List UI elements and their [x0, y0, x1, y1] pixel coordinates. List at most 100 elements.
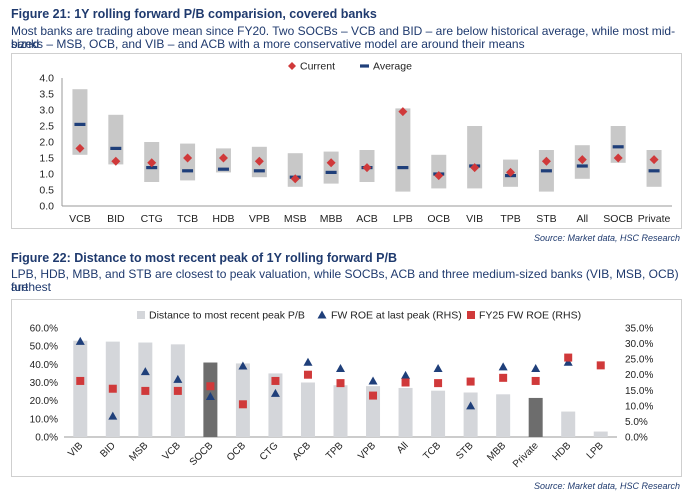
distance-bar	[463, 392, 478, 437]
roe-peak-marker	[531, 363, 541, 372]
legend-average-swatch	[360, 64, 369, 68]
y-left-tick-label: 40.0%	[30, 360, 58, 371]
roe-fy25-marker	[564, 353, 573, 362]
roe-fy25-marker	[499, 373, 508, 382]
y-tick-label: 0.0	[39, 201, 54, 213]
x-tick-label: All	[395, 440, 411, 456]
current-marker	[218, 153, 228, 163]
y-tick-label: 2.0	[39, 137, 54, 149]
legend-roe-fy25-label: FY25 FW ROE (RHS)	[479, 310, 581, 322]
roe-fy25-marker	[271, 376, 280, 385]
legend-distance-swatch	[137, 311, 145, 319]
x-tick-label: STB	[454, 440, 476, 462]
figure21-subtitle-line2: banks – MSB, OCB, and VIB – and ACB with…	[11, 37, 525, 51]
distance-bar	[593, 431, 608, 437]
roe-fy25-marker	[303, 370, 312, 379]
x-tick-label: OCB	[427, 213, 450, 225]
current-marker	[326, 158, 336, 168]
figure21-source: Source: Market data, HSC Research	[533, 233, 680, 243]
average-marker	[110, 146, 122, 150]
x-tick-label: TCB	[421, 440, 443, 462]
legend-roe-fy25-swatch	[467, 311, 475, 319]
average-marker	[540, 169, 552, 173]
x-tick-label: SOCB	[188, 440, 216, 468]
y-tick-label: 4.0	[39, 73, 54, 85]
y-right-tick-label: 0.0%	[625, 433, 648, 444]
x-tick-label: OCB	[225, 440, 248, 463]
x-tick-label: CTG	[258, 440, 281, 463]
roe-fy25-marker	[76, 376, 85, 385]
average-marker	[217, 167, 229, 171]
y-left-tick-label: 10.0%	[30, 414, 58, 425]
roe-peak-marker	[466, 401, 476, 410]
x-tick-label: ACB	[291, 440, 314, 463]
current-marker	[613, 153, 623, 163]
roe-fy25-marker	[141, 386, 150, 395]
y-tick-label: 3.0	[39, 105, 54, 117]
distance-bar	[496, 394, 511, 437]
x-tick-label: Private	[638, 213, 671, 225]
figure22-chart-frame: 0.0% 10.0% 20.0% 30.0% 40.0% 50.0% 60.0% 0.0% 5.…	[11, 299, 682, 477]
x-tick-label: BID	[107, 213, 125, 225]
y-left-tick-label: 60.0%	[30, 324, 58, 335]
average-marker	[612, 145, 624, 149]
current-marker	[470, 163, 480, 173]
figure22-subtitle-line1: LPB, HDB, MBB, and STB are closest to pe…	[11, 267, 679, 294]
current-marker	[183, 153, 193, 163]
y-right-tick-label: 30.0%	[625, 339, 653, 350]
y-right-tick-label: 15.0%	[625, 386, 653, 397]
average-marker	[74, 122, 86, 126]
average-marker	[146, 166, 158, 170]
average-marker	[576, 164, 588, 168]
figure22-subtitle-line2: furthest	[11, 280, 52, 294]
roe-peak-marker	[205, 392, 215, 401]
current-marker	[147, 158, 157, 168]
roe-peak-marker	[270, 388, 280, 397]
y-tick-label: 0.5	[39, 185, 54, 197]
roe-peak-marker	[140, 367, 150, 376]
x-tick-label: MSB	[127, 440, 150, 463]
figure22-chart: 0.0% 10.0% 20.0% 30.0% 40.0% 50.0% 60.0% 0.0% 5.…	[30, 310, 654, 471]
legend-roe-peak-label: FW ROE at last peak (RHS)	[331, 310, 462, 322]
x-tick-label: VIB	[66, 440, 85, 459]
x-tick-label: LPB	[393, 213, 413, 225]
roe-fy25-marker	[173, 386, 182, 395]
roe-peak-marker	[108, 411, 118, 420]
roe-peak-marker	[238, 361, 248, 370]
y-tick-label: 3.5	[39, 89, 54, 101]
roe-fy25-marker	[336, 379, 345, 388]
current-marker	[75, 143, 85, 153]
average-marker	[182, 169, 194, 173]
y-left-tick-label: 20.0%	[30, 396, 58, 407]
y-right-tick-label: 5.0%	[625, 417, 648, 428]
average-marker	[253, 169, 265, 173]
y-right-tick-label: 10.0%	[625, 401, 653, 412]
roe-peak-marker	[433, 363, 443, 372]
y-right-tick-label: 25.0%	[625, 355, 653, 366]
roe-peak-marker	[303, 357, 313, 366]
distance-bar	[431, 390, 446, 437]
current-marker	[111, 156, 121, 166]
x-tick-label: HDB	[551, 440, 574, 463]
roe-peak-marker	[368, 376, 378, 385]
roe-fy25-marker	[238, 400, 247, 409]
figure21-chart-frame: 0.0 0.5 1.0 1.5 2.0 2.5 3.0 3.5 4.0 VCB BID CTG TCB H…	[11, 53, 682, 229]
range-bar	[72, 89, 88, 155]
x-tick-label: HDB	[212, 213, 234, 225]
x-tick-label: MBB	[320, 213, 343, 225]
roe-fy25-marker	[401, 378, 410, 387]
y-right-tick-label: 35.0%	[625, 324, 653, 335]
figure22-source: Source: Market data, HSC Research	[533, 481, 680, 491]
range-bar	[323, 151, 339, 184]
x-tick-label: BID	[98, 440, 118, 460]
x-tick-label: CTG	[141, 213, 163, 225]
current-marker	[254, 156, 264, 166]
x-tick-label: TPB	[500, 213, 520, 225]
current-marker	[290, 174, 300, 184]
x-tick-label: SOCB	[603, 213, 633, 225]
range-bar	[395, 108, 411, 192]
current-marker	[541, 156, 551, 166]
roe-peak-marker	[401, 370, 411, 379]
average-marker	[325, 170, 337, 174]
y-right-tick-label: 20.0%	[625, 370, 653, 381]
